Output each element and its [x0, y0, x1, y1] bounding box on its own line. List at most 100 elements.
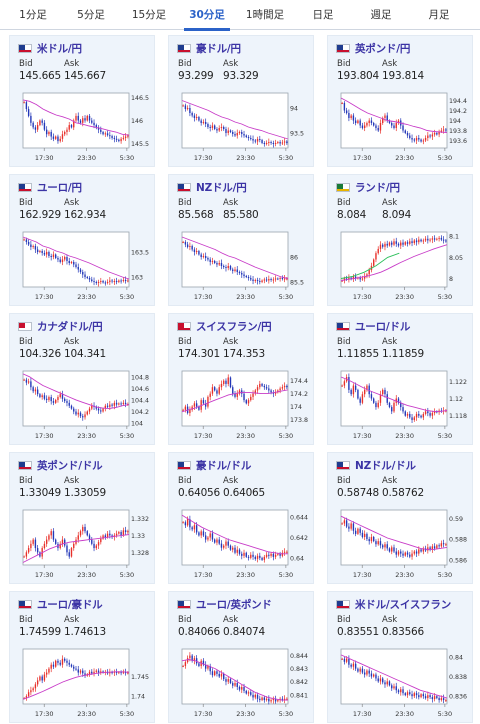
pair-card[interactable]: 米ドル/スイスフラン Bid Ask 0.83551 0.83566 0.84 0.838 0… [327, 591, 473, 723]
price-chart[interactable]: 104.8 104.6 104.4 104.2 104 17:30 23:30 5:30 [19, 369, 151, 440]
pair-name[interactable]: NZドル/円 [196, 181, 247, 194]
pair-header[interactable]: 米ドル/スイスフラン [336, 597, 451, 611]
pair-name[interactable]: NZドル/ドル [355, 459, 416, 472]
pair-name[interactable]: 英ポンド/ドル [37, 459, 103, 472]
pair-name[interactable]: スイスフラン/円 [196, 320, 272, 333]
pair-card[interactable]: スイスフラン/円 Bid Ask 174.301 174.353 174.4 174.2 17… [168, 313, 314, 445]
pair-card[interactable]: ユーロ/豪ドル Bid Ask 1.74599 1.74613 1.745 1.74 17:3… [9, 591, 155, 723]
candle-body [352, 523, 355, 531]
pair-header[interactable]: 豪ドル/円 [177, 41, 241, 55]
y-tick-label: 85.5 [290, 280, 304, 287]
pair-card[interactable]: 豪ドル/円 Bid Ask 93.299 93.329 94 93.5 17:30 23:30 5… [168, 35, 314, 167]
pair-header[interactable]: ユーロ/英ポンド [177, 597, 272, 611]
candle-body [73, 120, 75, 128]
candle-body [368, 120, 370, 123]
candle-body [286, 278, 288, 280]
pair-header[interactable]: ユーロ/ドル [336, 319, 410, 333]
ask-label: Ask [223, 337, 239, 347]
pair-card[interactable]: NZドル/ドル Bid Ask 0.58748 0.58762 0.59 0.588 0.58… [327, 452, 473, 584]
price-chart[interactable]: 0.844 0.843 0.842 0.841 17:30 23:30 5:30 [178, 647, 310, 718]
pair-card[interactable]: 英ポンド/ドル Bid Ask 1.33049 1.33059 1.332 1.33 1.32… [9, 452, 155, 584]
pair-name[interactable]: ユーロ/英ポンド [196, 598, 272, 611]
pair-header[interactable]: ユーロ/円 [18, 180, 82, 194]
price-chart[interactable]: 0.59 0.588 0.586 17:30 23:30 5:30 [337, 508, 469, 579]
tab-daily[interactable]: 日足 [312, 9, 334, 21]
au-flag-icon [177, 460, 191, 470]
pair-card[interactable]: 米ドル/円 Bid Ask 145.665 145.667 146.5 146 145.5 17… [9, 35, 155, 167]
candle-body [359, 398, 361, 403]
pair-header[interactable]: ランド/円 [336, 180, 400, 194]
ask-label: Ask [64, 337, 80, 347]
pair-header[interactable]: スイスフラン/円 [177, 319, 272, 333]
pair-card[interactable]: ランド/円 Bid Ask 8.084 8.094 8.1 8.05 8 17:30 23:30 5… [327, 174, 473, 306]
tab-15min[interactable]: 15分足 [131, 9, 167, 21]
pair-name[interactable]: カナダドル/円 [37, 320, 103, 333]
candle-body [220, 673, 223, 677]
price-chart[interactable]: 1.745 1.74 17:30 23:30 5:30 [19, 647, 151, 718]
candle-body [433, 238, 436, 240]
pair-name[interactable]: 豪ドル/ドル [196, 459, 252, 472]
candle-body [32, 246, 34, 247]
tab-1hour[interactable]: 1時間足 [245, 9, 285, 21]
candle-body [388, 681, 391, 686]
candle-body [82, 416, 84, 418]
price-chart[interactable]: 0.644 0.642 0.64 17:30 23:30 5:30 [178, 508, 310, 579]
price-chart[interactable]: 8.1 8.05 8 17:30 23:30 5:30 [337, 230, 469, 301]
candle-body [395, 241, 397, 244]
pair-header[interactable]: ユーロ/豪ドル [18, 597, 103, 611]
candle-body [373, 674, 375, 677]
pair-name[interactable]: ユーロ/ドル [355, 320, 411, 333]
price-chart[interactable]: 1.332 1.33 1.328 17:30 23:30 5:30 [19, 508, 151, 579]
pair-header[interactable]: 米ドル/円 [18, 41, 82, 55]
tab-5min[interactable]: 5分足 [77, 9, 105, 21]
candle-body [236, 683, 238, 687]
x-tick-label: 23:30 [395, 154, 414, 162]
pair-header[interactable]: 英ポンド/円 [336, 41, 410, 55]
tab-weekly[interactable]: 週足 [370, 9, 392, 21]
price-chart[interactable]: 94 93.5 17:30 23:30 5:30 [178, 91, 310, 162]
price-chart[interactable]: 0.84 0.838 0.836 17:30 23:30 5:30 [337, 647, 469, 718]
pair-header[interactable]: カナダドル/円 [18, 319, 103, 333]
pair-header[interactable]: 英ポンド/ドル [18, 458, 103, 472]
pair-card[interactable]: カナダドル/円 Bid Ask 104.326 104.341 104.8 104.6 104… [9, 313, 155, 445]
pair-header[interactable]: NZドル/円 [177, 180, 247, 194]
candle-body [261, 383, 263, 386]
pair-card[interactable]: ユーロ/英ポンド Bid Ask 0.84066 0.84074 0.844 0.843 0.… [168, 591, 314, 723]
pair-card[interactable]: NZドル/円 Bid Ask 85.568 85.580 86 85.5 17:30 23:30… [168, 174, 314, 306]
price-chart[interactable]: 174.4 174.2 174 173.8 17:30 23:30 5:30 [178, 369, 310, 440]
candle-body [263, 279, 266, 281]
pair-card[interactable]: 英ポンド/円 Bid Ask 193.804 193.814 194.4 194.2 194 1… [327, 35, 473, 167]
pair-name[interactable]: ユーロ/円 [37, 181, 82, 194]
pair-name[interactable]: ユーロ/豪ドル [37, 598, 103, 611]
candle-body [243, 393, 245, 401]
pair-name[interactable]: 豪ドル/円 [196, 42, 241, 55]
pair-card[interactable]: ユーロ/ドル Bid Ask 1.11855 1.11859 1.122 1.12 1.118… [327, 313, 473, 445]
tab-monthly[interactable]: 月足 [428, 9, 450, 21]
plot-area [181, 92, 289, 149]
pair-name[interactable]: 米ドル/スイスフラン [355, 598, 452, 611]
candle-body [77, 412, 79, 415]
price-chart[interactable]: 86 85.5 17:30 23:30 5:30 [178, 230, 310, 301]
price-chart[interactable]: 194.4 194.2 194 193.8 193.6 17:30 23:30 5:30 [337, 91, 469, 162]
candle-body [256, 280, 259, 281]
pair-card[interactable]: 豪ドル/ドル Bid Ask 0.64056 0.64065 0.644 0.642 0.64… [168, 452, 314, 584]
moving-average-line [340, 97, 448, 133]
candle-body [429, 695, 431, 698]
pair-name[interactable]: 米ドル/円 [37, 42, 82, 55]
tab-30min[interactable]: 30分足 [180, 0, 234, 31]
pair-name[interactable]: 英ポンド/円 [355, 42, 411, 55]
pair-header[interactable]: NZドル/ドル [336, 458, 416, 472]
price-chart[interactable]: 163.5 163 17:30 23:30 5:30 [19, 230, 151, 301]
price-chart[interactable]: 146.5 146 145.5 17:30 23:30 5:30 [19, 91, 151, 162]
candle-body [252, 694, 254, 698]
candle-body [395, 686, 397, 691]
candle-body [270, 700, 272, 702]
candle-body [229, 377, 232, 388]
pair-header[interactable]: 豪ドル/ドル [177, 458, 251, 472]
candle-body [189, 409, 191, 414]
price-chart[interactable]: 1.122 1.12 1.118 17:30 23:30 5:30 [337, 369, 469, 440]
pair-name[interactable]: ランド/円 [355, 181, 400, 194]
pair-card[interactable]: ユーロ/円 Bid Ask 162.929 162.934 163.5 163 17:30 23… [9, 174, 155, 306]
candle-body [268, 388, 270, 391]
tab-1min[interactable]: 1分足 [19, 9, 47, 21]
